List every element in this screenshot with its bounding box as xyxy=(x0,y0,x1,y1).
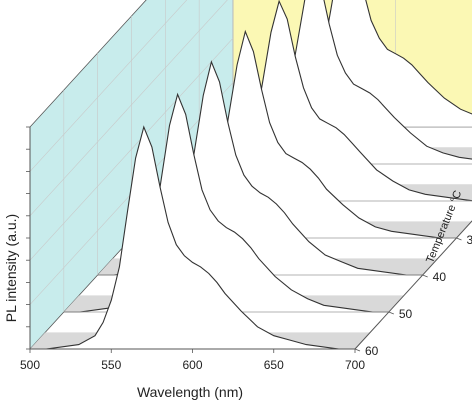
y-axis-label: PL intensity (a.u.) xyxy=(3,214,19,322)
spectrum-fill xyxy=(30,127,355,349)
z-tick-label: 40 xyxy=(433,270,447,284)
spectrum-fill xyxy=(199,0,472,164)
side-wall-gridline xyxy=(29,0,228,217)
spectrum-fill xyxy=(131,31,457,238)
x-axis-label: Wavelength (nm) xyxy=(137,384,243,400)
spectrum-fill xyxy=(233,0,472,127)
spectrum-fill xyxy=(165,1,472,201)
spectra-series xyxy=(30,0,472,350)
x-tick-label: 700 xyxy=(345,358,365,372)
z-tick xyxy=(388,311,394,315)
x-tick-label: 550 xyxy=(101,358,121,372)
z-tick xyxy=(354,348,361,352)
z-tick xyxy=(456,237,462,241)
spectrum-fill xyxy=(63,94,389,313)
z-tick-label: 60 xyxy=(365,344,379,358)
z-tick-label: 30 xyxy=(467,233,472,247)
z-tick-label: 50 xyxy=(399,307,413,321)
spectrum-fill xyxy=(97,61,423,276)
x-tick-label: 500 xyxy=(20,358,40,372)
z-tick xyxy=(422,274,428,278)
side-wall-gridline xyxy=(29,37,234,261)
z-tick-labels: 0102030405060 xyxy=(365,233,472,358)
spectrum-line xyxy=(30,125,355,350)
side-wall-gridline xyxy=(29,0,188,172)
x-tick-label: 650 xyxy=(264,358,284,372)
x-tick-labels: 500 550 600 650 700 xyxy=(20,358,365,372)
x-tick-label: 600 xyxy=(182,358,202,372)
chart-axes xyxy=(26,126,472,353)
